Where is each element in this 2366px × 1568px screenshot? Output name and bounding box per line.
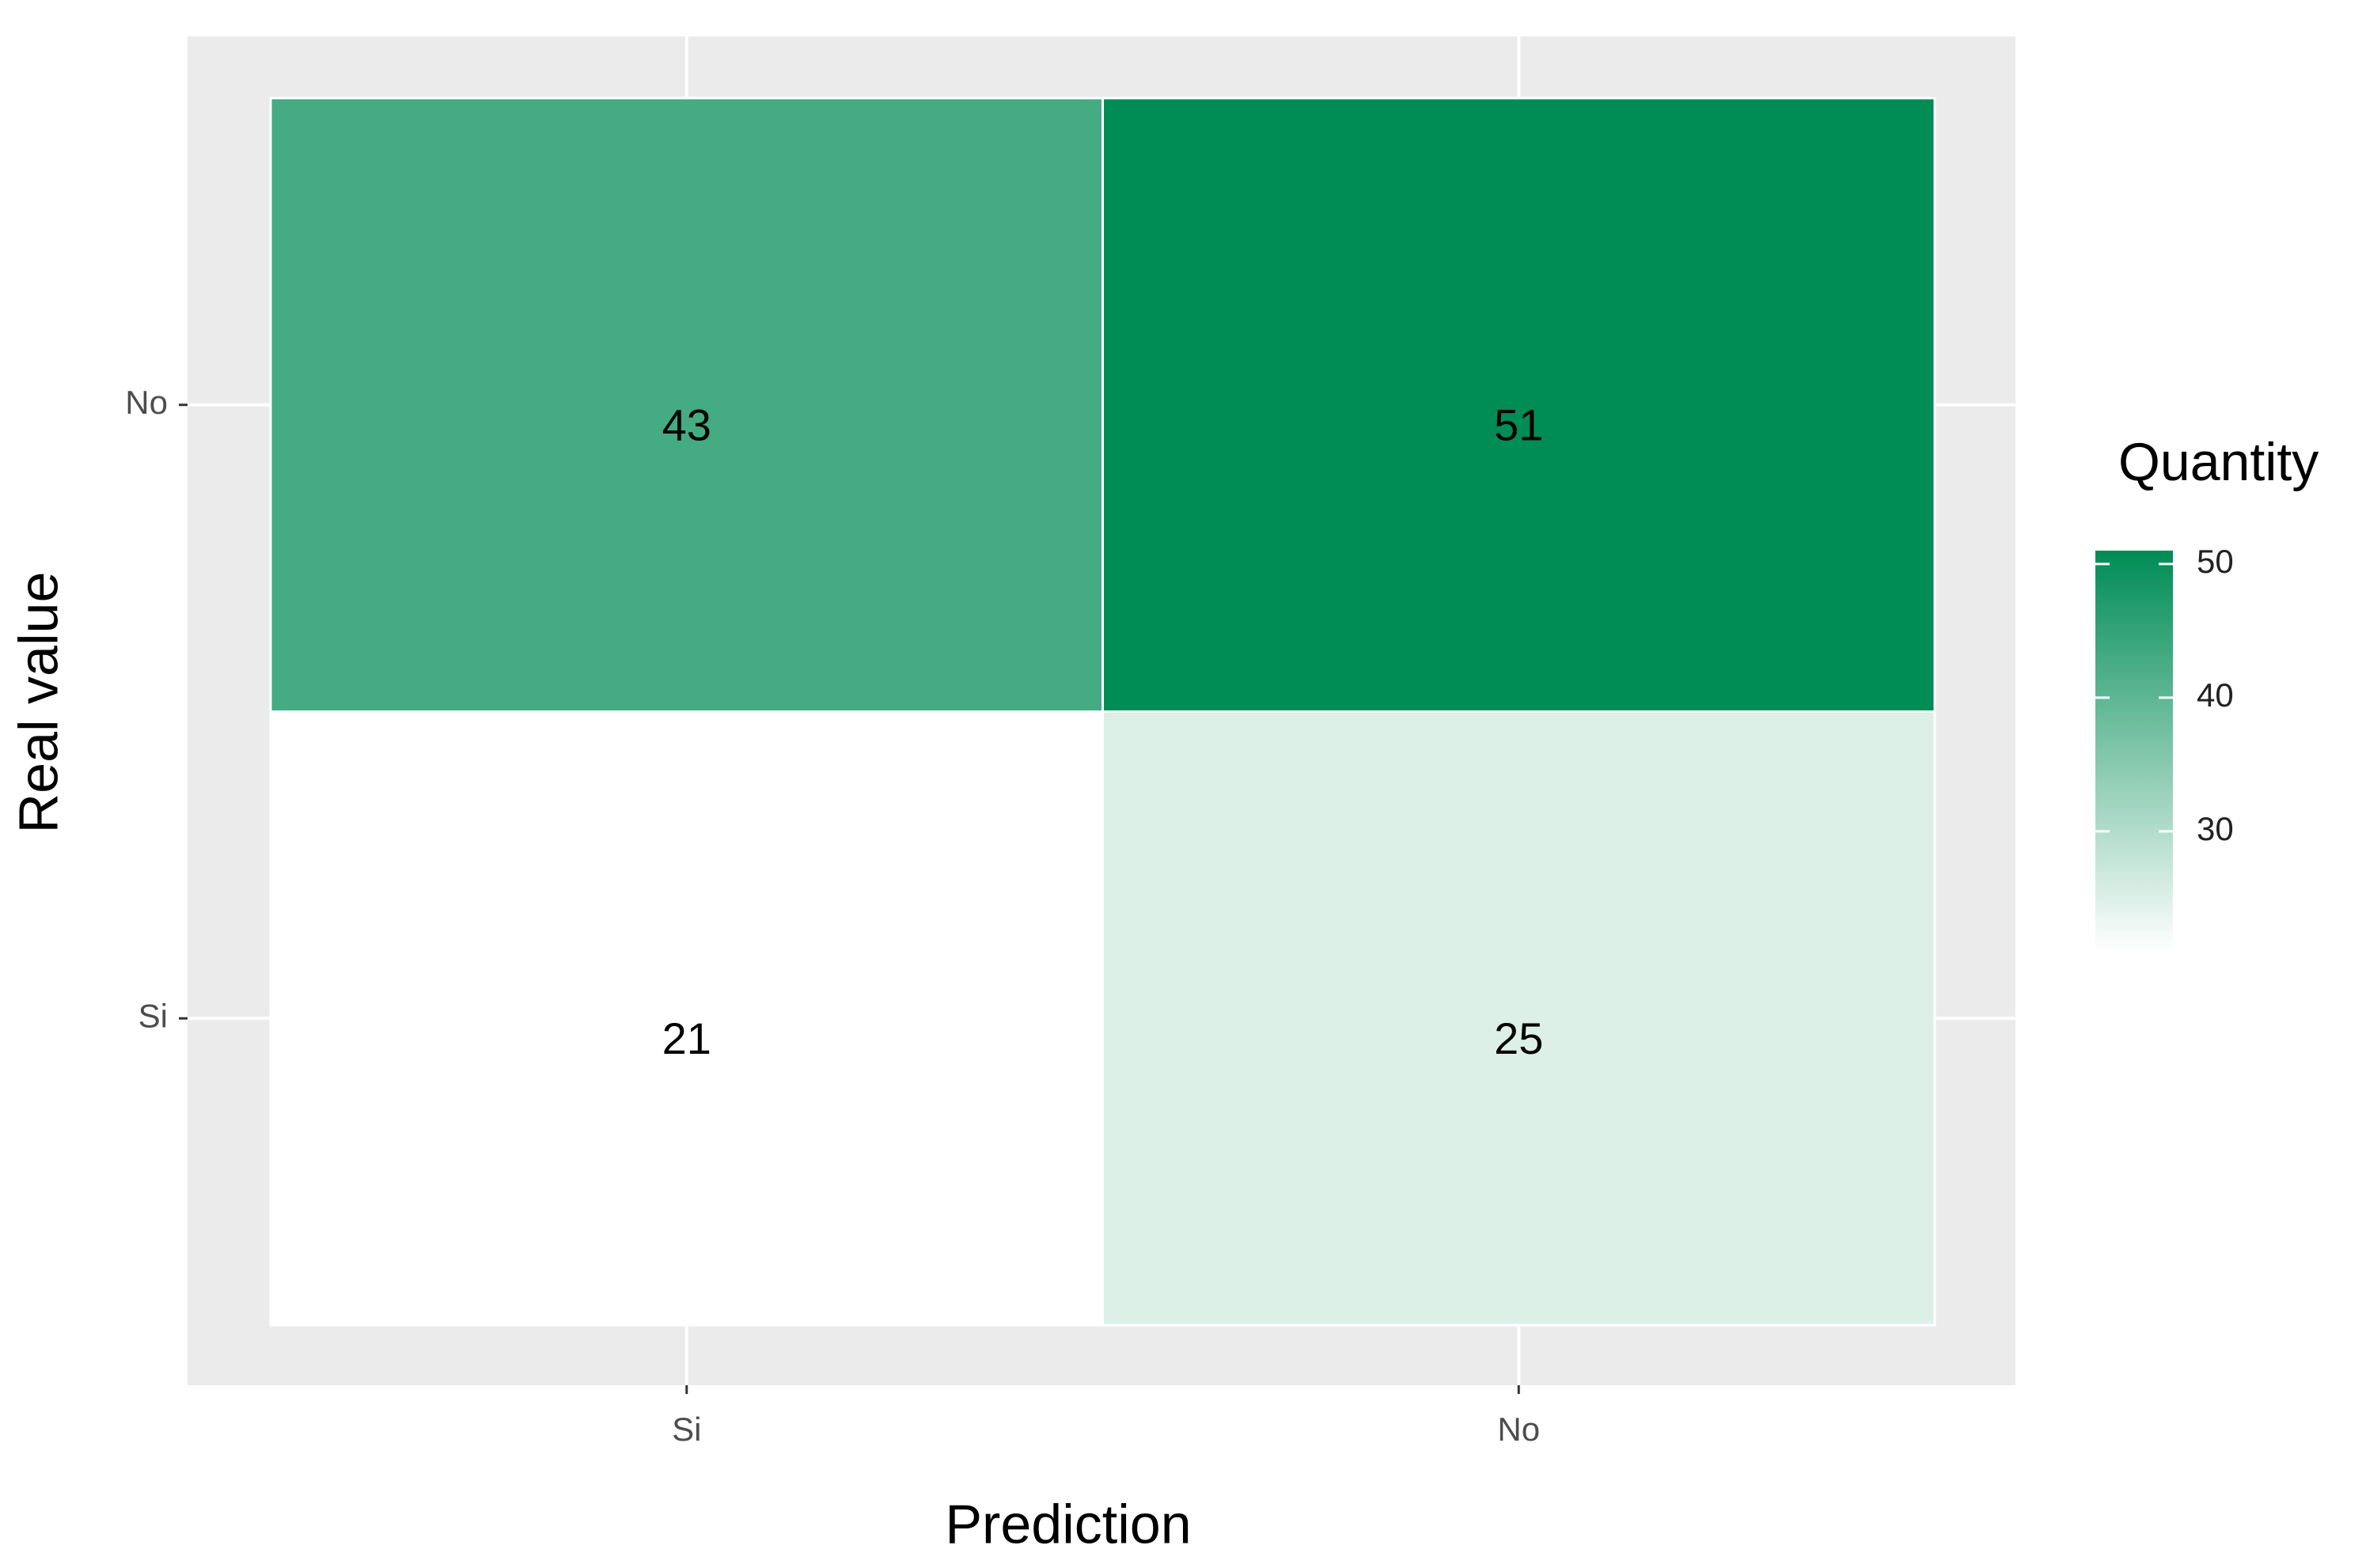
cell-label: 21 — [662, 1013, 711, 1063]
heatmap-cell — [1101, 710, 1936, 1327]
legend-title: Quantity — [2118, 432, 2319, 492]
x-tick-label: Si — [672, 1411, 701, 1448]
y-tick-label: Si — [138, 997, 168, 1034]
x-tick-label: No — [1497, 1411, 1540, 1448]
y-axis-title: Real value — [7, 572, 69, 834]
heatmap-cell — [1101, 97, 1936, 713]
cell-label: 51 — [1494, 400, 1543, 450]
cell-label: 43 — [662, 400, 711, 450]
colorbar-tick-label: 50 — [2197, 543, 2234, 580]
colorbar-tick-label: 40 — [2197, 676, 2234, 714]
cell-label: 25 — [1494, 1013, 1543, 1063]
x-axis-title: Prediction — [945, 1493, 1191, 1555]
heatmap-cell — [269, 710, 1104, 1327]
colorbar — [2095, 551, 2173, 952]
colorbar-tick-label: 30 — [2197, 810, 2234, 847]
heatmap-cell — [269, 97, 1104, 713]
y-tick-label: No — [125, 384, 168, 421]
